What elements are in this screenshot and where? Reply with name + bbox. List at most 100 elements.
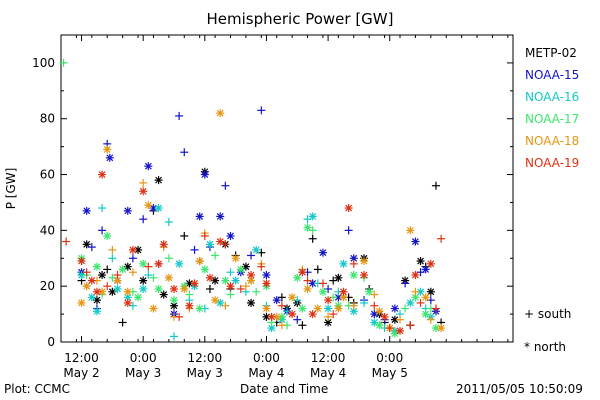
data-point <box>375 321 384 330</box>
symbol-key-north: * north <box>524 340 567 354</box>
data-point <box>313 304 322 313</box>
legend-entry: NOAA-19 <box>525 156 580 170</box>
data-point <box>390 304 399 313</box>
x-tick-time: 0:00 <box>130 351 157 365</box>
data-point <box>318 279 327 288</box>
data-point <box>324 304 333 313</box>
data-point <box>431 181 440 190</box>
y-tick-label: 100 <box>32 56 55 70</box>
legend-entry: NOAA-17 <box>525 112 580 126</box>
data-point <box>298 304 307 313</box>
data-point <box>128 254 137 263</box>
data-point <box>216 109 225 118</box>
data-point <box>170 296 178 305</box>
data-point <box>360 257 369 266</box>
data-point <box>421 310 430 319</box>
data-point <box>128 245 137 254</box>
data-point <box>190 245 199 254</box>
data-point <box>170 332 178 341</box>
x-tick-time: 0:00 <box>253 351 280 365</box>
y-tick-label: 0 <box>47 335 55 349</box>
data-point <box>98 226 107 235</box>
legend-entry: NOAA-15 <box>525 68 580 82</box>
data-point <box>344 226 353 235</box>
chart-title: Hemispheric Power [GW] <box>206 10 394 28</box>
data-point <box>293 273 302 282</box>
x-tick-time: 12:00 <box>311 351 346 365</box>
data-point <box>236 265 245 274</box>
data-point <box>288 310 297 319</box>
data-point <box>437 324 446 333</box>
x-tick-date: May 4 <box>310 366 346 380</box>
data-point <box>252 245 261 254</box>
data-point <box>123 298 132 307</box>
data-point <box>318 248 327 257</box>
data-point <box>59 58 68 67</box>
data-point <box>164 254 173 263</box>
x-tick-date: May 5 <box>372 366 408 380</box>
legend-entry: NOAA-16 <box>525 90 580 104</box>
data-point <box>226 290 235 299</box>
data-point <box>421 293 430 302</box>
timestamp: 2011/05/05 10:50:09 <box>456 382 583 396</box>
data-point <box>134 293 143 302</box>
data-point <box>411 287 420 296</box>
data-point <box>303 284 312 293</box>
data-point <box>406 226 415 235</box>
x-axis-label: Date and Time <box>240 382 329 396</box>
data-point <box>154 284 163 293</box>
data-point <box>277 301 286 310</box>
data-point <box>385 324 394 333</box>
data-point <box>175 312 184 321</box>
data-point <box>113 284 122 293</box>
data-point <box>180 284 189 293</box>
data-point <box>216 212 225 221</box>
data-point <box>118 265 127 274</box>
plot-credit: Plot: CCMC <box>4 382 70 396</box>
data-point <box>308 234 317 243</box>
y-tick-label: 20 <box>40 279 55 293</box>
data-point <box>92 262 101 271</box>
data-point <box>221 240 230 249</box>
data-point <box>82 282 91 291</box>
data-point <box>349 301 358 310</box>
data-point <box>396 326 404 335</box>
data-point <box>252 287 261 296</box>
data-point <box>344 204 353 213</box>
data-point <box>221 276 230 285</box>
data-point <box>82 268 91 277</box>
data-point <box>175 111 184 120</box>
y-tick-label: 60 <box>40 168 55 182</box>
data-point <box>318 287 327 296</box>
data-point <box>375 307 384 316</box>
data-point <box>426 287 435 296</box>
data-point <box>205 273 214 282</box>
data-point <box>216 237 225 246</box>
data-point <box>360 298 369 307</box>
data-point <box>431 324 440 333</box>
data-point <box>303 223 312 232</box>
data-point <box>200 231 209 240</box>
data-point <box>139 187 148 196</box>
data-point <box>200 265 209 274</box>
data-point <box>108 245 117 254</box>
x-tick-date: May 2 <box>63 366 99 380</box>
data-point <box>139 215 148 224</box>
data-point <box>406 298 415 307</box>
data-point <box>313 265 322 274</box>
data-point <box>349 271 358 280</box>
data-point <box>247 298 256 307</box>
data-point <box>113 271 122 280</box>
data-point <box>108 254 117 263</box>
data-point <box>98 170 107 179</box>
data-point <box>200 170 209 179</box>
data-point <box>103 145 112 154</box>
data-point <box>411 271 420 280</box>
data-point <box>175 259 184 268</box>
data-point <box>139 178 148 187</box>
data-point <box>159 290 168 299</box>
data-point <box>247 276 256 285</box>
data-point <box>221 181 230 190</box>
data-point <box>77 257 86 266</box>
